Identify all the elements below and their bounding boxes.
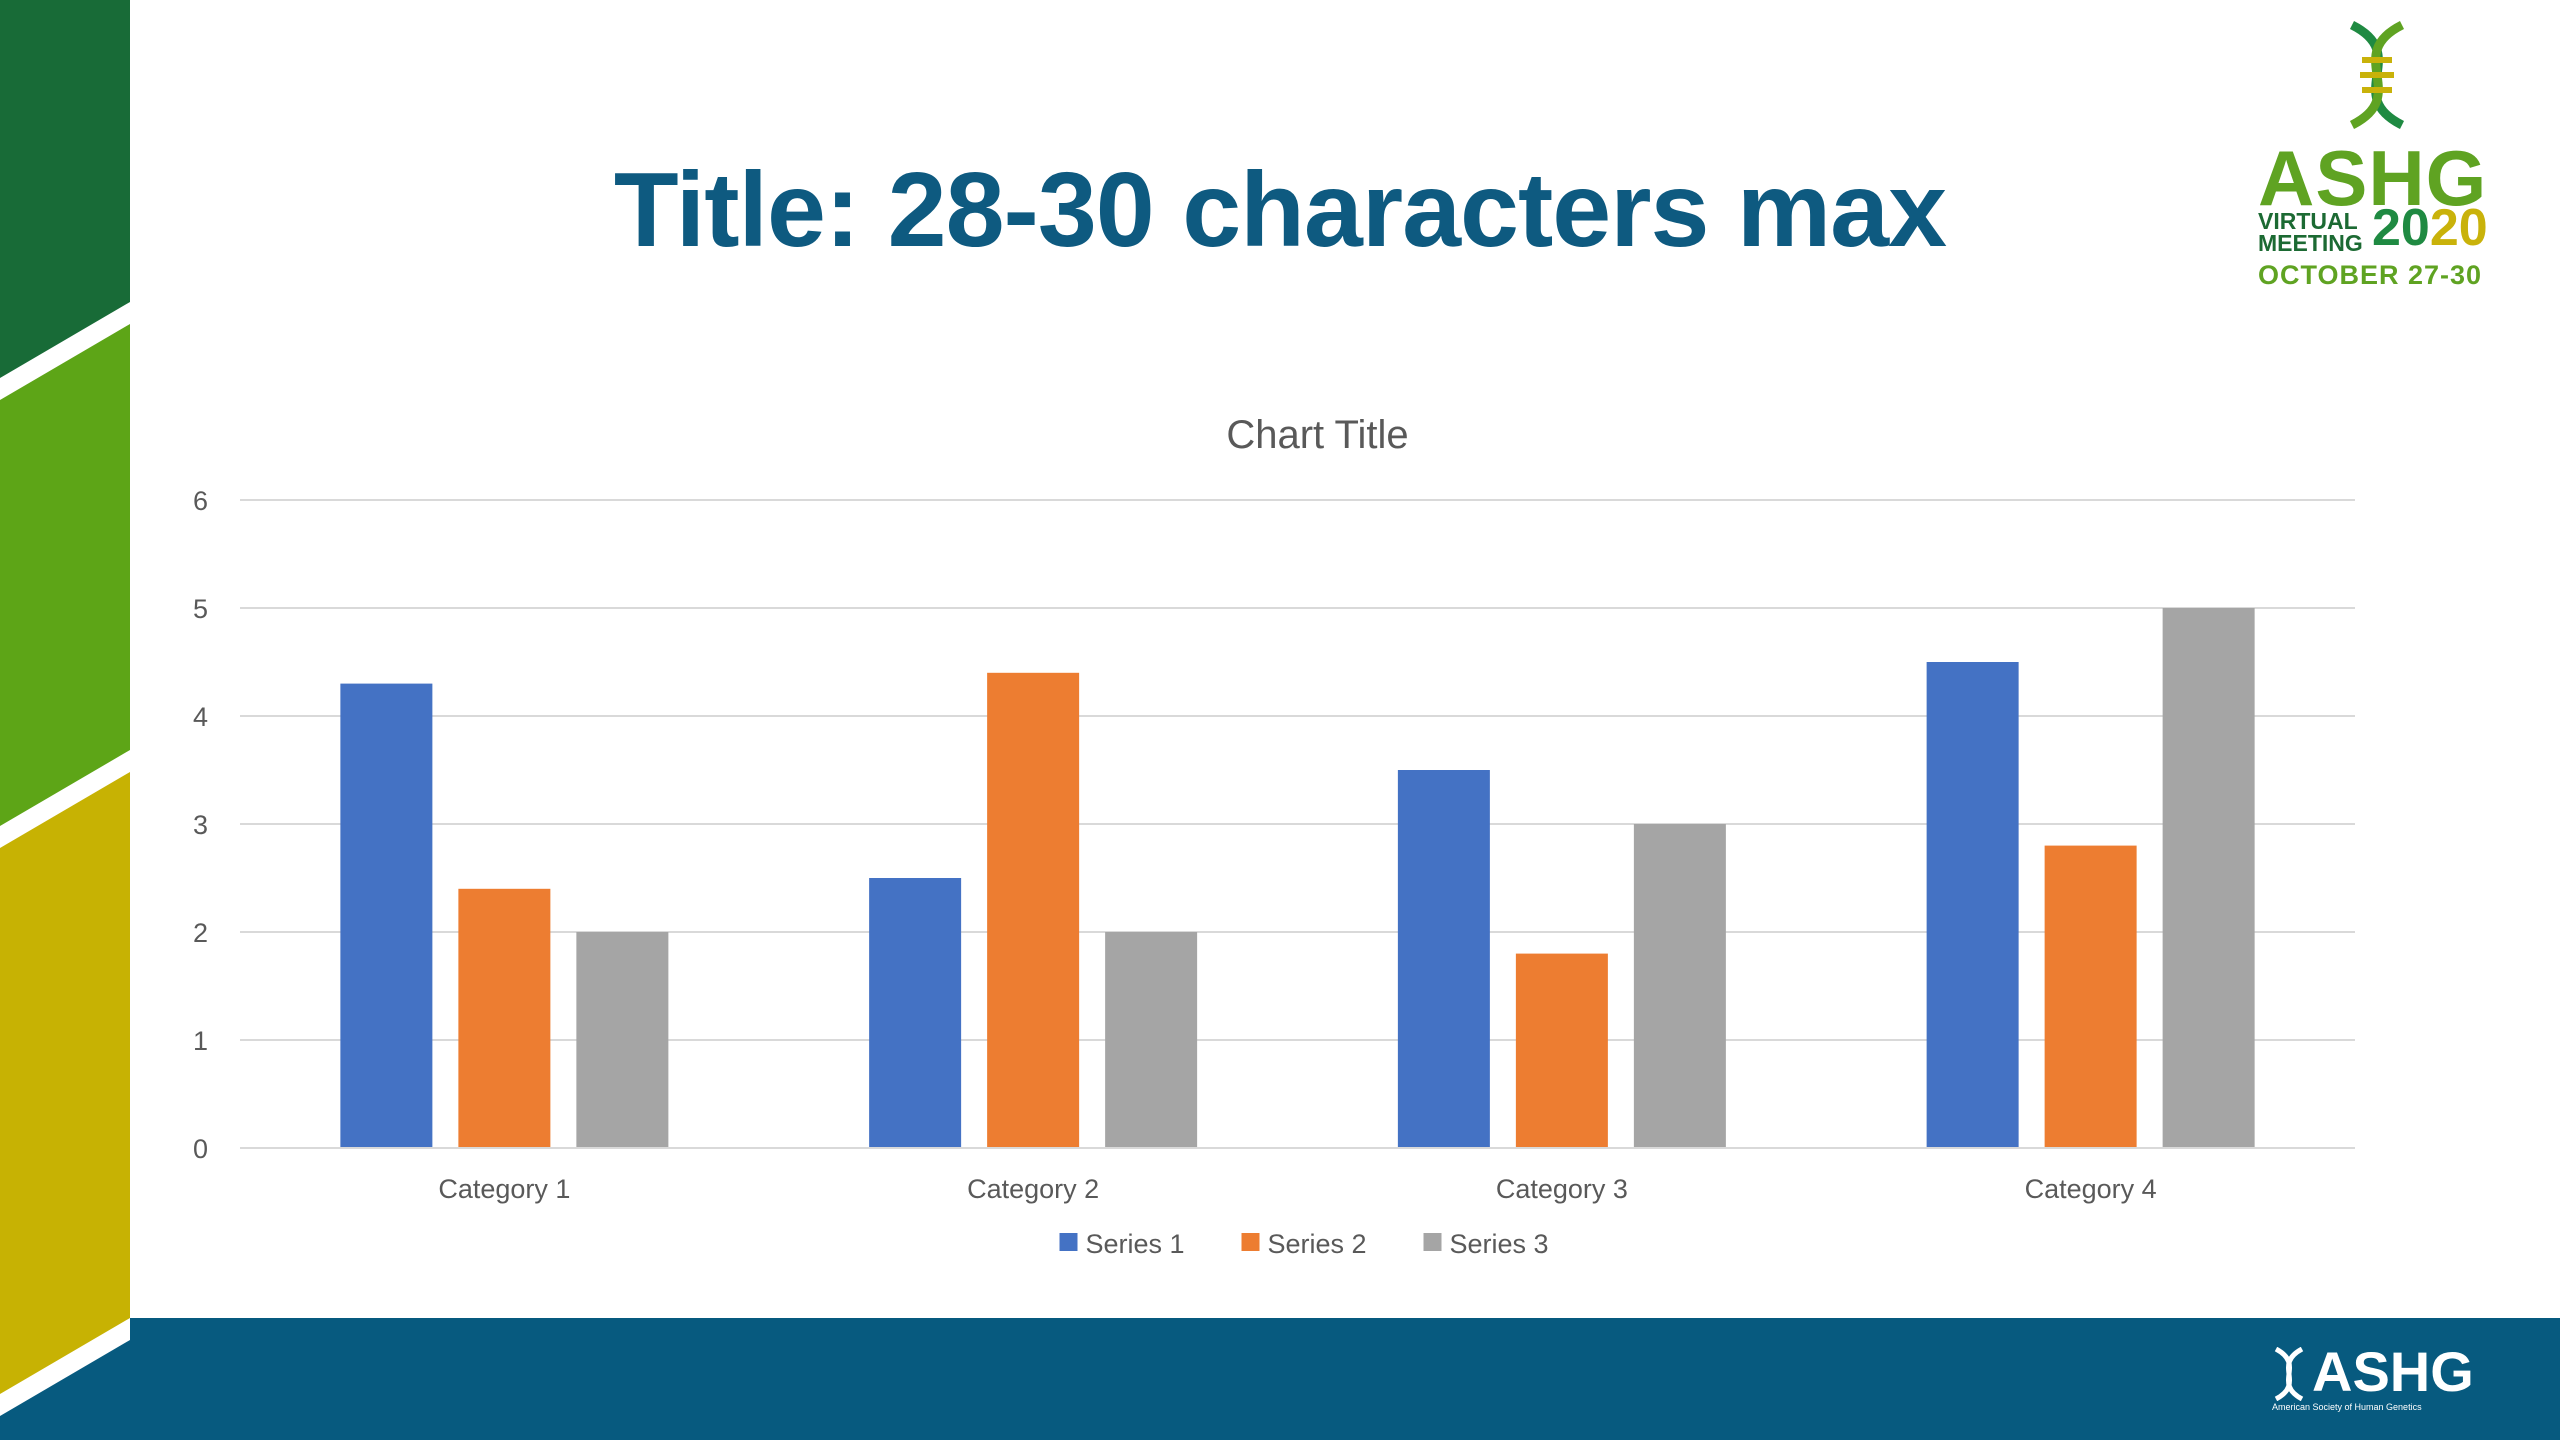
y-tick-label: 0 bbox=[193, 1134, 208, 1164]
footer-ashg-text: ASHG bbox=[2312, 1340, 2474, 1403]
bar-series-2-category-3 bbox=[1515, 953, 1608, 1148]
ashg-footer-logo: ASHG American Society of Human Genetics bbox=[2270, 1340, 2490, 1420]
y-tick-label: 4 bbox=[193, 702, 208, 732]
bar-series-1-category-2 bbox=[869, 878, 962, 1148]
band-green bbox=[0, 324, 130, 826]
bar-series-1-category-1 bbox=[340, 683, 433, 1148]
legend-swatch bbox=[1059, 1233, 1078, 1251]
bar-series-3-category-2 bbox=[1105, 932, 1198, 1148]
bar-series-1-category-4 bbox=[1926, 662, 2019, 1148]
footer-band bbox=[130, 1318, 2560, 1440]
bar-series-3-category-3 bbox=[1633, 824, 1726, 1148]
legend-label: Series 2 bbox=[1268, 1229, 1367, 1259]
chart-title: Chart Title bbox=[1226, 413, 1408, 457]
slide-title: Title: 28-30 characters max bbox=[613, 151, 1947, 269]
y-tick-label: 3 bbox=[193, 810, 208, 840]
bar-series-1-category-3 bbox=[1397, 770, 1490, 1148]
legend-label: Series 3 bbox=[1450, 1229, 1549, 1259]
legend-swatch bbox=[1241, 1233, 1260, 1251]
footer-subtitle: American Society of Human Genetics bbox=[2272, 1402, 2422, 1412]
left-decorative-band bbox=[0, 0, 130, 1440]
logo-year-second: 20 bbox=[2429, 199, 2488, 257]
x-tick-label: Category 4 bbox=[2025, 1174, 2157, 1204]
logo-virtual-text: VIRTUAL bbox=[2258, 208, 2358, 234]
bar-series-2-category-4 bbox=[2044, 845, 2137, 1148]
logo-year: 2020 bbox=[2372, 200, 2488, 256]
band-dark-green bbox=[0, 0, 130, 378]
logo-virtual-meeting: VIRTUAL MEETING bbox=[2258, 208, 2363, 256]
ashg-2020-logo: ASHG VIRTUAL MEETING 2020 OCTOBER 27-30 bbox=[2250, 20, 2510, 295]
x-tick-label: Category 2 bbox=[967, 1174, 1099, 1204]
x-tick-label: Category 3 bbox=[1496, 1174, 1628, 1204]
y-tick-label: 2 bbox=[193, 918, 208, 948]
logo-year-first: 20 bbox=[2372, 199, 2430, 257]
legend-swatch bbox=[1423, 1233, 1442, 1251]
bar-series-3-category-1 bbox=[576, 932, 669, 1148]
band-yellow bbox=[0, 772, 130, 1394]
y-tick-label: 1 bbox=[193, 1026, 208, 1056]
logo-ashg-text: ASHG bbox=[2258, 134, 2488, 222]
dna-helix-icon bbox=[2349, 20, 2405, 130]
bar-series-2-category-1 bbox=[458, 888, 551, 1148]
bar-series-3-category-4 bbox=[2162, 608, 2255, 1148]
logo-meeting-text: MEETING bbox=[2258, 230, 2363, 256]
logo-dates: OCTOBER 27-30 bbox=[2258, 260, 2483, 290]
legend-label: Series 1 bbox=[1086, 1229, 1185, 1259]
footer-dna-icon bbox=[2274, 1347, 2304, 1401]
band-blue-corner bbox=[0, 1340, 130, 1440]
y-tick-label: 5 bbox=[193, 594, 208, 624]
y-tick-label: 6 bbox=[193, 486, 208, 516]
x-tick-label: Category 1 bbox=[438, 1174, 570, 1204]
bar-series-2-category-2 bbox=[987, 672, 1080, 1148]
